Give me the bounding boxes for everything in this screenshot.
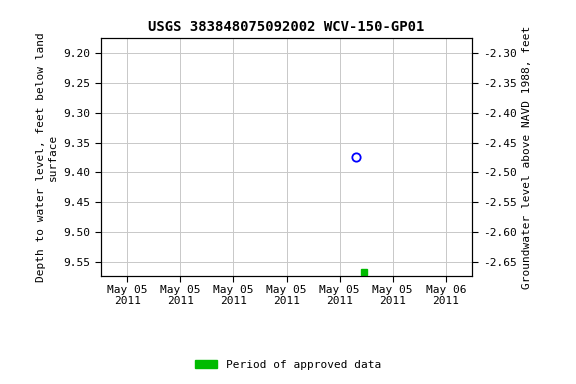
Title: USGS 383848075092002 WCV-150-GP01: USGS 383848075092002 WCV-150-GP01 [149, 20, 425, 35]
Legend: Period of approved data: Period of approved data [191, 356, 385, 375]
Y-axis label: Depth to water level, feet below land
surface: Depth to water level, feet below land su… [36, 33, 58, 282]
Y-axis label: Groundwater level above NAVD 1988, feet: Groundwater level above NAVD 1988, feet [522, 26, 532, 289]
